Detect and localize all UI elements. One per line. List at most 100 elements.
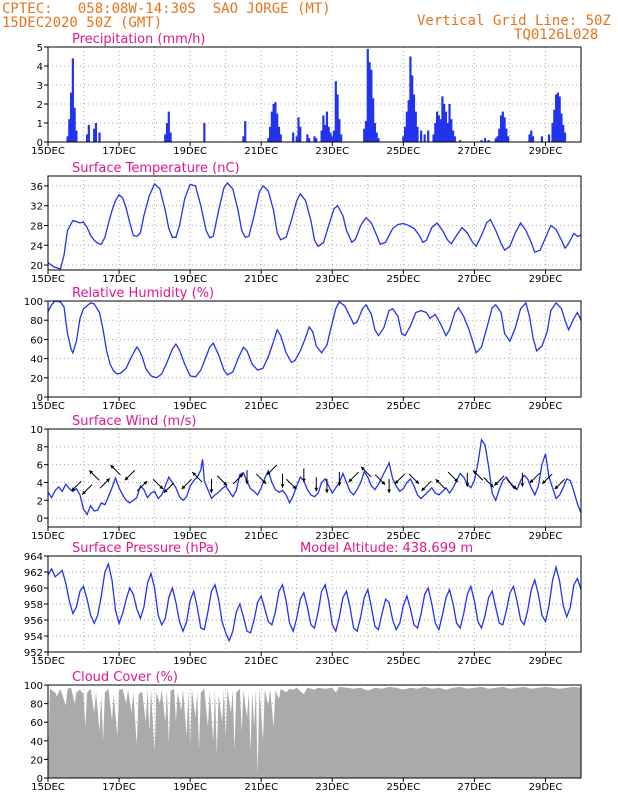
cloud-area: [48, 686, 581, 778]
precip-panel-title: Precipitation (mm/h): [72, 32, 205, 47]
header-grid-note: Vertical Grid Line: 50Z: [417, 13, 611, 29]
wind-arrow-head: [110, 465, 115, 469]
precip-bar: [405, 111, 408, 142]
wind-xtick-label: 25DEC: [386, 531, 420, 542]
wind-frame: [47, 428, 582, 528]
precip-ytick-label: 0: [37, 138, 43, 149]
rh-xtick-label: 21DEC: [244, 401, 278, 412]
precip-bar: [268, 126, 272, 142]
rh-panel-title: Relative Humidity (%): [72, 286, 214, 301]
precip-bar: [292, 132, 295, 142]
temp-ytick-label: 32: [30, 202, 43, 213]
wind-panel-title: Surface Wind (m/s): [72, 414, 196, 429]
precip-bar: [368, 62, 371, 143]
precip-bar: [299, 126, 302, 142]
wind-arrow-head: [124, 476, 129, 481]
precip-bar: [562, 124, 565, 142]
temp-ytick-label: 28: [30, 221, 43, 232]
precip-bar: [94, 123, 98, 142]
precip-bar: [459, 140, 462, 142]
precip-bar: [366, 48, 369, 142]
pressure-ytick-label: 956: [24, 616, 43, 627]
precip-bar: [331, 136, 334, 142]
precip-bar: [68, 119, 71, 142]
precip-bar: [409, 56, 412, 142]
wind-ytick-label: 4: [37, 478, 43, 489]
wind-arrow-head: [209, 489, 214, 494]
precip-bar: [313, 136, 316, 142]
precip-xtick-label: 21DEC: [244, 146, 278, 157]
temp-ytick-label: 20: [30, 261, 43, 272]
precip-bar: [439, 119, 442, 142]
cloud-ytick-label: 100: [24, 681, 43, 692]
precip-xtick-label: 15DEC: [31, 146, 65, 157]
pressure-frame: [47, 555, 582, 653]
rh-xtick-label: 17DEC: [102, 401, 136, 412]
precip-bar: [498, 128, 501, 142]
rh-xtick-label: 27DEC: [458, 401, 492, 412]
wind-arrow-head: [163, 488, 168, 493]
precip-bar: [443, 104, 446, 142]
pressure-xtick-label: 17DEC: [102, 656, 136, 667]
precip-bar: [274, 102, 277, 142]
wind-arrow-head: [262, 480, 267, 484]
precip-xtick-label: 19DEC: [173, 146, 207, 157]
wind-arrow-head: [314, 487, 319, 492]
wind-ytick-label: 10: [30, 425, 43, 436]
wind-xtick-label: 29DEC: [529, 531, 563, 542]
wind-arrow-head: [106, 478, 110, 483]
pressure-ytick-label: 962: [24, 568, 43, 579]
rh-xtick-label: 25DEC: [386, 401, 420, 412]
precip-bar: [338, 119, 341, 142]
temp-xtick-label: 23DEC: [315, 274, 349, 285]
precip-bar: [267, 138, 270, 142]
temp-ytick-label: 36: [30, 182, 43, 193]
precip-bar: [75, 130, 78, 142]
rh-ytick-label: 40: [30, 355, 43, 366]
rh-xtick-label: 19DEC: [173, 401, 207, 412]
wind-arrow-head: [529, 479, 534, 483]
rh-series-line: [47, 300, 582, 379]
precip-bar: [66, 136, 69, 142]
pressure-xtick-label: 27DEC: [458, 656, 492, 667]
precip-bar: [87, 124, 90, 142]
cloud-xtick-label: 27DEC: [458, 782, 492, 793]
temp-panel-title: Surface Temperature (nC): [72, 161, 240, 176]
temp-xtick-label: 25DEC: [386, 274, 420, 285]
wind-xtick-label: 27DEC: [458, 531, 492, 542]
precip-bar: [448, 104, 451, 142]
rh-xtick-label: 23DEC: [315, 401, 349, 412]
rh-ytick-label: 100: [24, 297, 43, 308]
precip-bar: [423, 134, 426, 142]
precip-bar: [71, 58, 74, 142]
cloud-xtick-label: 25DEC: [386, 782, 420, 793]
precip-bar: [556, 92, 560, 142]
precip-bar: [558, 96, 561, 142]
precip-bar: [414, 111, 417, 142]
pressure-series-line: [47, 561, 582, 643]
precip-bar: [437, 115, 440, 142]
wind-arrow-head: [301, 478, 306, 483]
rh-ytick-label: 60: [30, 335, 43, 346]
precip-bar: [402, 136, 405, 142]
precip-bar: [242, 136, 245, 142]
precip-bar: [551, 123, 554, 142]
cloud-ytick-label: 80: [30, 700, 43, 711]
precip-bar: [320, 130, 323, 142]
precip-bar: [93, 128, 96, 142]
cloud-panel-title: Cloud Cover (%): [72, 670, 178, 685]
precip-bar: [434, 123, 437, 142]
pressure-xtick-label: 15DEC: [31, 656, 65, 667]
pressure-ytick-label: 952: [24, 648, 43, 659]
pressure-xtick-label: 29DEC: [529, 656, 563, 667]
pressure-ytick-label: 954: [24, 632, 43, 643]
cloud-xtick-label: 17DEC: [102, 782, 136, 793]
precip-bar: [453, 136, 456, 142]
wind-arrow-head: [435, 479, 440, 484]
wind-arrow-head: [337, 482, 342, 486]
wind-arrow-head: [381, 480, 386, 485]
wind-arrow-head: [494, 481, 499, 486]
precip-bar: [336, 94, 339, 142]
precip-ytick-label: 3: [37, 81, 43, 92]
wind-arrow-head: [465, 483, 470, 487]
